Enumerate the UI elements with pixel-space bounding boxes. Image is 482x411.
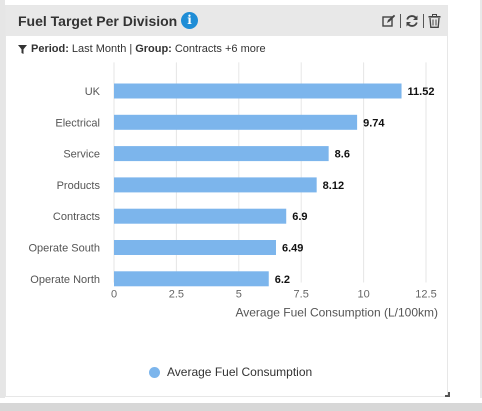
filter-separator: | bbox=[129, 43, 133, 55]
x-tick-label: 5 bbox=[236, 288, 242, 300]
bar bbox=[114, 177, 317, 193]
period-label: Period: bbox=[31, 43, 69, 55]
legend-marker bbox=[149, 366, 160, 378]
data-label: 6.9 bbox=[292, 211, 307, 223]
data-label: 9.74 bbox=[363, 117, 385, 129]
y-category-label: Contracts bbox=[53, 211, 101, 223]
resize-handle[interactable] bbox=[445, 392, 450, 397]
bar bbox=[114, 146, 329, 162]
fuel-target-widget: Fuel Target Per Division i bbox=[5, 5, 450, 397]
group-label: Group: bbox=[135, 43, 172, 55]
period-value: Last Month bbox=[71, 43, 127, 55]
y-category-label: Electrical bbox=[55, 117, 100, 129]
edit-icon[interactable] bbox=[382, 14, 396, 28]
x-tick-label: 10 bbox=[357, 288, 369, 300]
bar-chart: 0 2.5 5 7.5 10 12.5 UK 11.52 Electrical 9.74 Servi… bbox=[28, 62, 438, 319]
y-category-label: Operate North bbox=[30, 274, 100, 286]
x-tick-label: 12.5 bbox=[415, 288, 436, 300]
group-value[interactable]: Contracts +6 more bbox=[174, 43, 266, 55]
bar bbox=[114, 240, 276, 255]
y-category-label: Products bbox=[57, 180, 101, 192]
x-tick-label: 7.5 bbox=[294, 288, 309, 300]
y-category-label: Operate South bbox=[28, 243, 100, 255]
bottom-edge bbox=[0, 403, 482, 411]
bar bbox=[114, 83, 402, 99]
y-category-label: Service bbox=[63, 149, 100, 161]
x-axis-title: Average Fuel Consumption (L/100km) bbox=[235, 305, 438, 319]
bar bbox=[114, 208, 287, 224]
data-label: 6.49 bbox=[282, 243, 303, 255]
left-edge bbox=[0, 0, 5, 398]
data-label: 8.6 bbox=[335, 149, 350, 161]
data-label: 8.12 bbox=[323, 180, 344, 192]
right-gutter bbox=[448, 0, 482, 398]
info-icon[interactable]: i bbox=[181, 12, 198, 29]
data-label: 6.2 bbox=[275, 274, 290, 286]
header-actions bbox=[382, 13, 441, 29]
x-tick-label: 2.5 bbox=[169, 288, 184, 300]
filter-summary: Period: Last Month | Group: Contracts +6… bbox=[18, 43, 266, 55]
chart-legend[interactable]: Average Fuel Consumption bbox=[149, 365, 312, 379]
bar bbox=[114, 114, 358, 130]
widget-header: Fuel Target Per Division i bbox=[6, 6, 447, 36]
delete-icon[interactable] bbox=[428, 14, 441, 28]
bar bbox=[114, 271, 269, 287]
filter-icon bbox=[18, 44, 31, 54]
refresh-icon[interactable] bbox=[405, 14, 419, 28]
y-category-label: UK bbox=[85, 86, 101, 98]
data-label: 11.52 bbox=[408, 86, 435, 98]
header-separator bbox=[423, 14, 424, 28]
legend-label: Average Fuel Consumption bbox=[167, 365, 313, 379]
header-separator bbox=[400, 14, 401, 28]
x-tick-label: 0 bbox=[111, 288, 117, 300]
right-divider bbox=[480, 0, 482, 398]
widget-title: Fuel Target Per Division bbox=[18, 13, 178, 29]
